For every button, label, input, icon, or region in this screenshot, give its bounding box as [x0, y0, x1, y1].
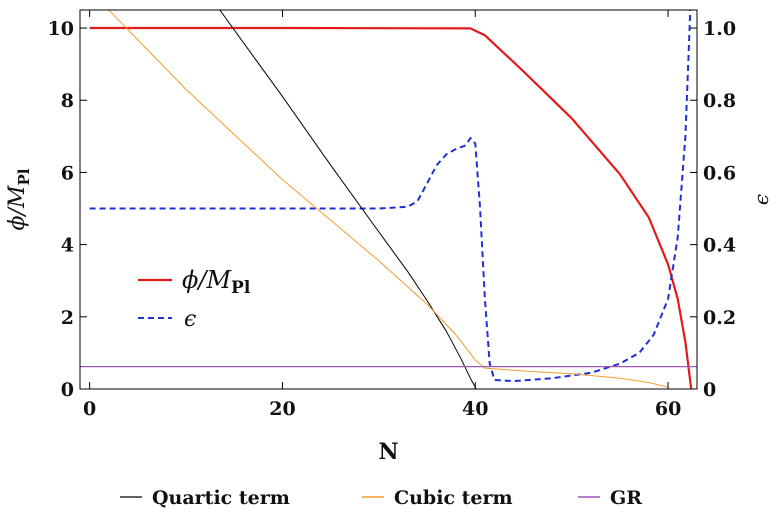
legend-phi-label-main: ϕ/M [182, 266, 232, 294]
y-left-tick-label: 6 [61, 162, 74, 184]
series-line-phi [89, 26, 693, 389]
x-tick-label: 0 [83, 398, 96, 420]
ticks-layer: 0 20 40 60 0 2 4 6 8 10 0 0.2 0.4 0.6 0.8 1.0 [48, 10, 736, 420]
series-line-quartic [219, 10, 477, 389]
x-tick-label: 60 [655, 398, 681, 420]
y-right-tick-label: 1.0 [703, 18, 736, 40]
plot-frame [79, 9, 698, 390]
legend-inner: ϕ/MPl ϵ [138, 266, 251, 332]
series-line-epsilon [89, 10, 692, 383]
legend-quartic-label: Quartic term [152, 487, 290, 509]
legend-bottom: Quartic term Cubic term GR [120, 487, 642, 509]
y-right-tick-label: 0.8 [703, 90, 736, 112]
x-axis-label: N [378, 439, 398, 465]
y-left-tick-label: 2 [61, 307, 74, 329]
legend-phi-label: ϕ/MPl [182, 266, 251, 298]
y-axis-right-label: ϵ [749, 194, 773, 205]
x-tick-label: 40 [462, 398, 488, 420]
y-left-tick-label: 4 [61, 235, 74, 257]
legend-cubic-label: Cubic term [394, 487, 513, 509]
legend-phi-label-sub: Pl [231, 278, 251, 298]
y-axis-left-label-sub: Pl [15, 168, 33, 185]
y-left-tick-label: 0 [61, 379, 74, 401]
y-right-tick-label: 0.2 [703, 307, 736, 329]
y-right-tick-label: 0.4 [703, 235, 736, 257]
legend-gr-label: GR [610, 487, 642, 509]
y-axis-left-label: ϕ/MPl [5, 168, 33, 230]
series-line-cubic [108, 10, 669, 388]
series-layer [80, 10, 697, 389]
y-right-tick-label: 0 [703, 379, 716, 401]
y-left-tick-label: 8 [61, 90, 74, 112]
legend-epsilon-label: ϵ [184, 307, 196, 332]
x-tick-label: 20 [269, 398, 295, 420]
y-axis-left-label-main: ϕ/M [5, 185, 30, 230]
y-left-tick-label: 10 [48, 18, 74, 40]
y-right-tick-label: 0.6 [703, 162, 736, 184]
